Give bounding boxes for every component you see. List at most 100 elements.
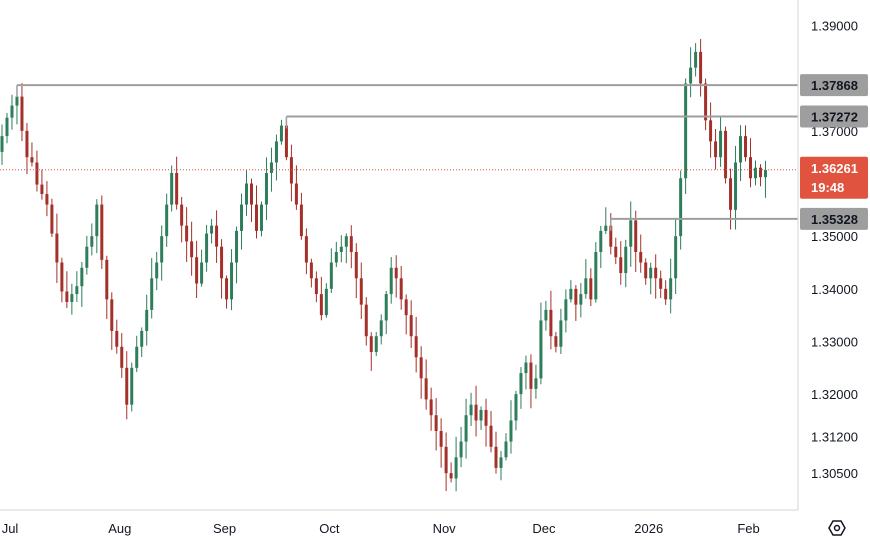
- candle: [55, 213, 59, 284]
- candle: [80, 261, 84, 307]
- candle: [409, 300, 413, 349]
- candle: [579, 283, 583, 318]
- candle-body: [359, 278, 363, 305]
- candle-body: [319, 294, 323, 316]
- candle: [679, 170, 683, 250]
- candle-body: [429, 399, 433, 416]
- candle-body: [739, 136, 743, 163]
- candle: [554, 332, 558, 353]
- candle-body: [235, 230, 239, 263]
- candle-body: [294, 183, 298, 205]
- candle: [250, 178, 253, 222]
- candle: [225, 275, 229, 309]
- candle: [614, 237, 618, 265]
- settings-hexagon-icon[interactable]: [828, 520, 846, 536]
- candle: [753, 160, 757, 186]
- candle-body: [679, 178, 683, 237]
- candle: [519, 367, 523, 409]
- candle-body: [10, 105, 14, 118]
- candle-body: [5, 117, 9, 137]
- candle: [399, 265, 403, 310]
- candle: [624, 239, 628, 288]
- candle: [599, 225, 603, 269]
- candle: [110, 292, 114, 350]
- candle: [414, 316, 418, 373]
- candle-body: [439, 431, 443, 447]
- candle: [654, 254, 658, 299]
- candle-body: [624, 246, 628, 274]
- candle: [60, 257, 64, 303]
- candle-body: [225, 278, 229, 300]
- candle-body: [554, 336, 558, 347]
- price-tick-label: 1.30500: [811, 466, 858, 481]
- candle: [354, 243, 358, 299]
- candle-body: [494, 446, 498, 468]
- candle-body: [689, 67, 693, 84]
- candle-body: [55, 233, 59, 263]
- candle-body: [594, 251, 598, 300]
- candle: [274, 134, 278, 181]
- candle: [319, 276, 323, 321]
- candle: [160, 225, 164, 281]
- candle: [514, 390, 518, 431]
- candle-body: [240, 204, 244, 231]
- candle-body: [379, 320, 383, 337]
- candle: [469, 392, 473, 427]
- candle: [254, 185, 258, 239]
- price-axis[interactable]: 1.39000 1.37000 1.35000 1.34000 1.33000 1.320…: [811, 19, 858, 482]
- candle-body: [709, 120, 713, 142]
- candle: [334, 241, 338, 268]
- candle-body: [45, 194, 49, 205]
- candle-body: [145, 309, 149, 331]
- candle: [744, 125, 748, 162]
- candle: [135, 335, 139, 373]
- candle: [105, 255, 109, 320]
- candle-body: [694, 51, 698, 68]
- candle-body: [334, 251, 338, 263]
- candle: [269, 147, 273, 192]
- candle-body: [614, 246, 618, 258]
- candle: [574, 285, 578, 321]
- candle-body: [115, 330, 119, 347]
- candle: [734, 145, 738, 230]
- candle: [339, 235, 343, 263]
- candle-body: [394, 267, 398, 279]
- candle-body: [434, 415, 438, 432]
- candle-body: [90, 236, 94, 247]
- candle: [329, 248, 333, 294]
- candle-body: [200, 262, 204, 284]
- candle-body: [749, 157, 752, 179]
- candle-body: [489, 425, 493, 447]
- time-tick-label: Feb: [737, 521, 759, 536]
- candle: [185, 207, 189, 262]
- time-axis[interactable]: Jul Aug Sep Oct Nov Dec 2026 Feb: [2, 521, 760, 536]
- candle: [215, 210, 219, 263]
- candle-body: [654, 267, 658, 279]
- candle-body: [120, 346, 124, 368]
- candle-body: [539, 320, 543, 379]
- candle: [494, 431, 498, 474]
- time-tick-label: Sep: [213, 521, 236, 536]
- candle-body: [30, 157, 34, 163]
- candle-body: [95, 204, 99, 237]
- time-tick-label: Jul: [2, 521, 19, 536]
- candle: [444, 432, 448, 492]
- candle-body: [15, 96, 19, 106]
- candle-body: [110, 299, 114, 331]
- candle-body: [454, 457, 458, 479]
- candle-body: [195, 257, 199, 284]
- candle: [484, 398, 488, 447]
- candle-body: [499, 457, 503, 468]
- candle-body: [609, 225, 613, 247]
- candle: [699, 38, 703, 97]
- candle-body: [659, 278, 663, 289]
- time-tick-label: Nov: [433, 521, 457, 536]
- price-tick-label: 1.32000: [811, 387, 858, 402]
- candle-body: [758, 167, 762, 178]
- candle: [294, 165, 298, 210]
- candle: [195, 240, 199, 298]
- candle: [299, 192, 303, 240]
- candles-layer: [0, 38, 767, 492]
- candle: [634, 210, 638, 273]
